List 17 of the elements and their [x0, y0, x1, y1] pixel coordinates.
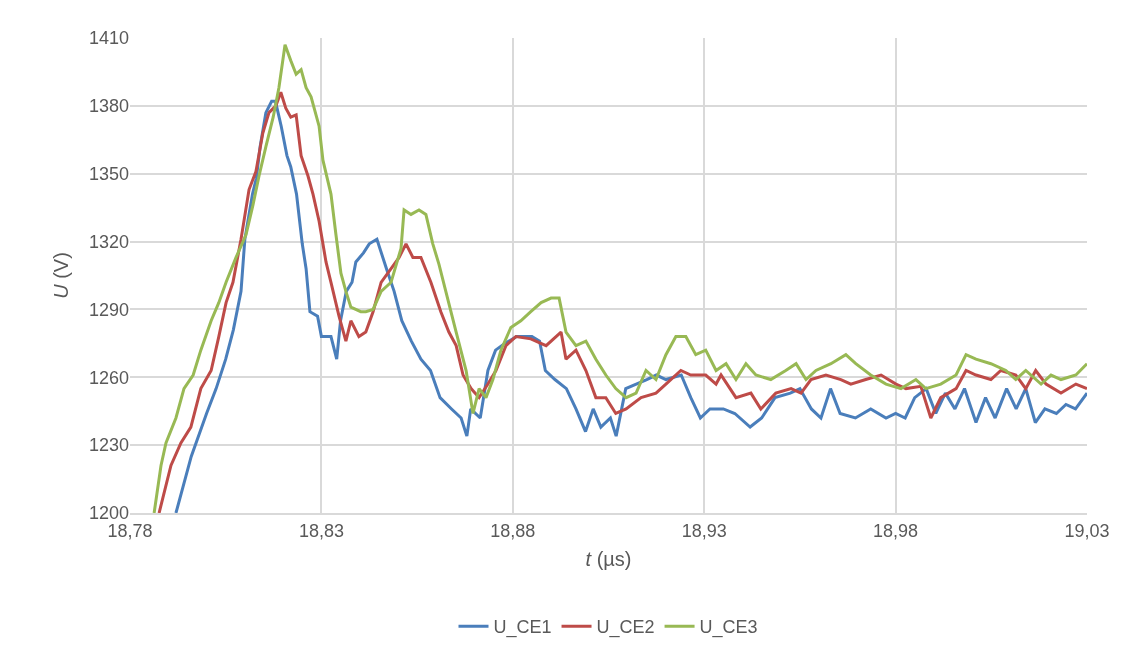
x-tick-label: 18,88	[490, 520, 536, 541]
x-tick-label: 18,83	[298, 520, 344, 541]
x-tick-label: 18,93	[681, 520, 727, 541]
x-axis-title: t (µs)	[585, 547, 632, 570]
y-tick-label: 1380	[88, 96, 129, 117]
y-axis-title: U (V)	[50, 252, 73, 299]
y-tick-label: 1410	[88, 28, 129, 49]
x-tick-label: 19,03	[1064, 520, 1110, 541]
legend-label: U_CE2	[596, 617, 655, 639]
legend-label: U_CE3	[699, 617, 758, 639]
y-tick-label: 1290	[88, 299, 129, 320]
y-tick-label: 1260	[88, 367, 129, 388]
y-tick-label: 1230	[88, 435, 129, 456]
y-tick-label: 1350	[88, 164, 129, 185]
y-tick-label: 1320	[88, 231, 129, 252]
x-tick-label: 18,98	[873, 520, 919, 541]
legend-label: U_CE1	[493, 617, 552, 639]
